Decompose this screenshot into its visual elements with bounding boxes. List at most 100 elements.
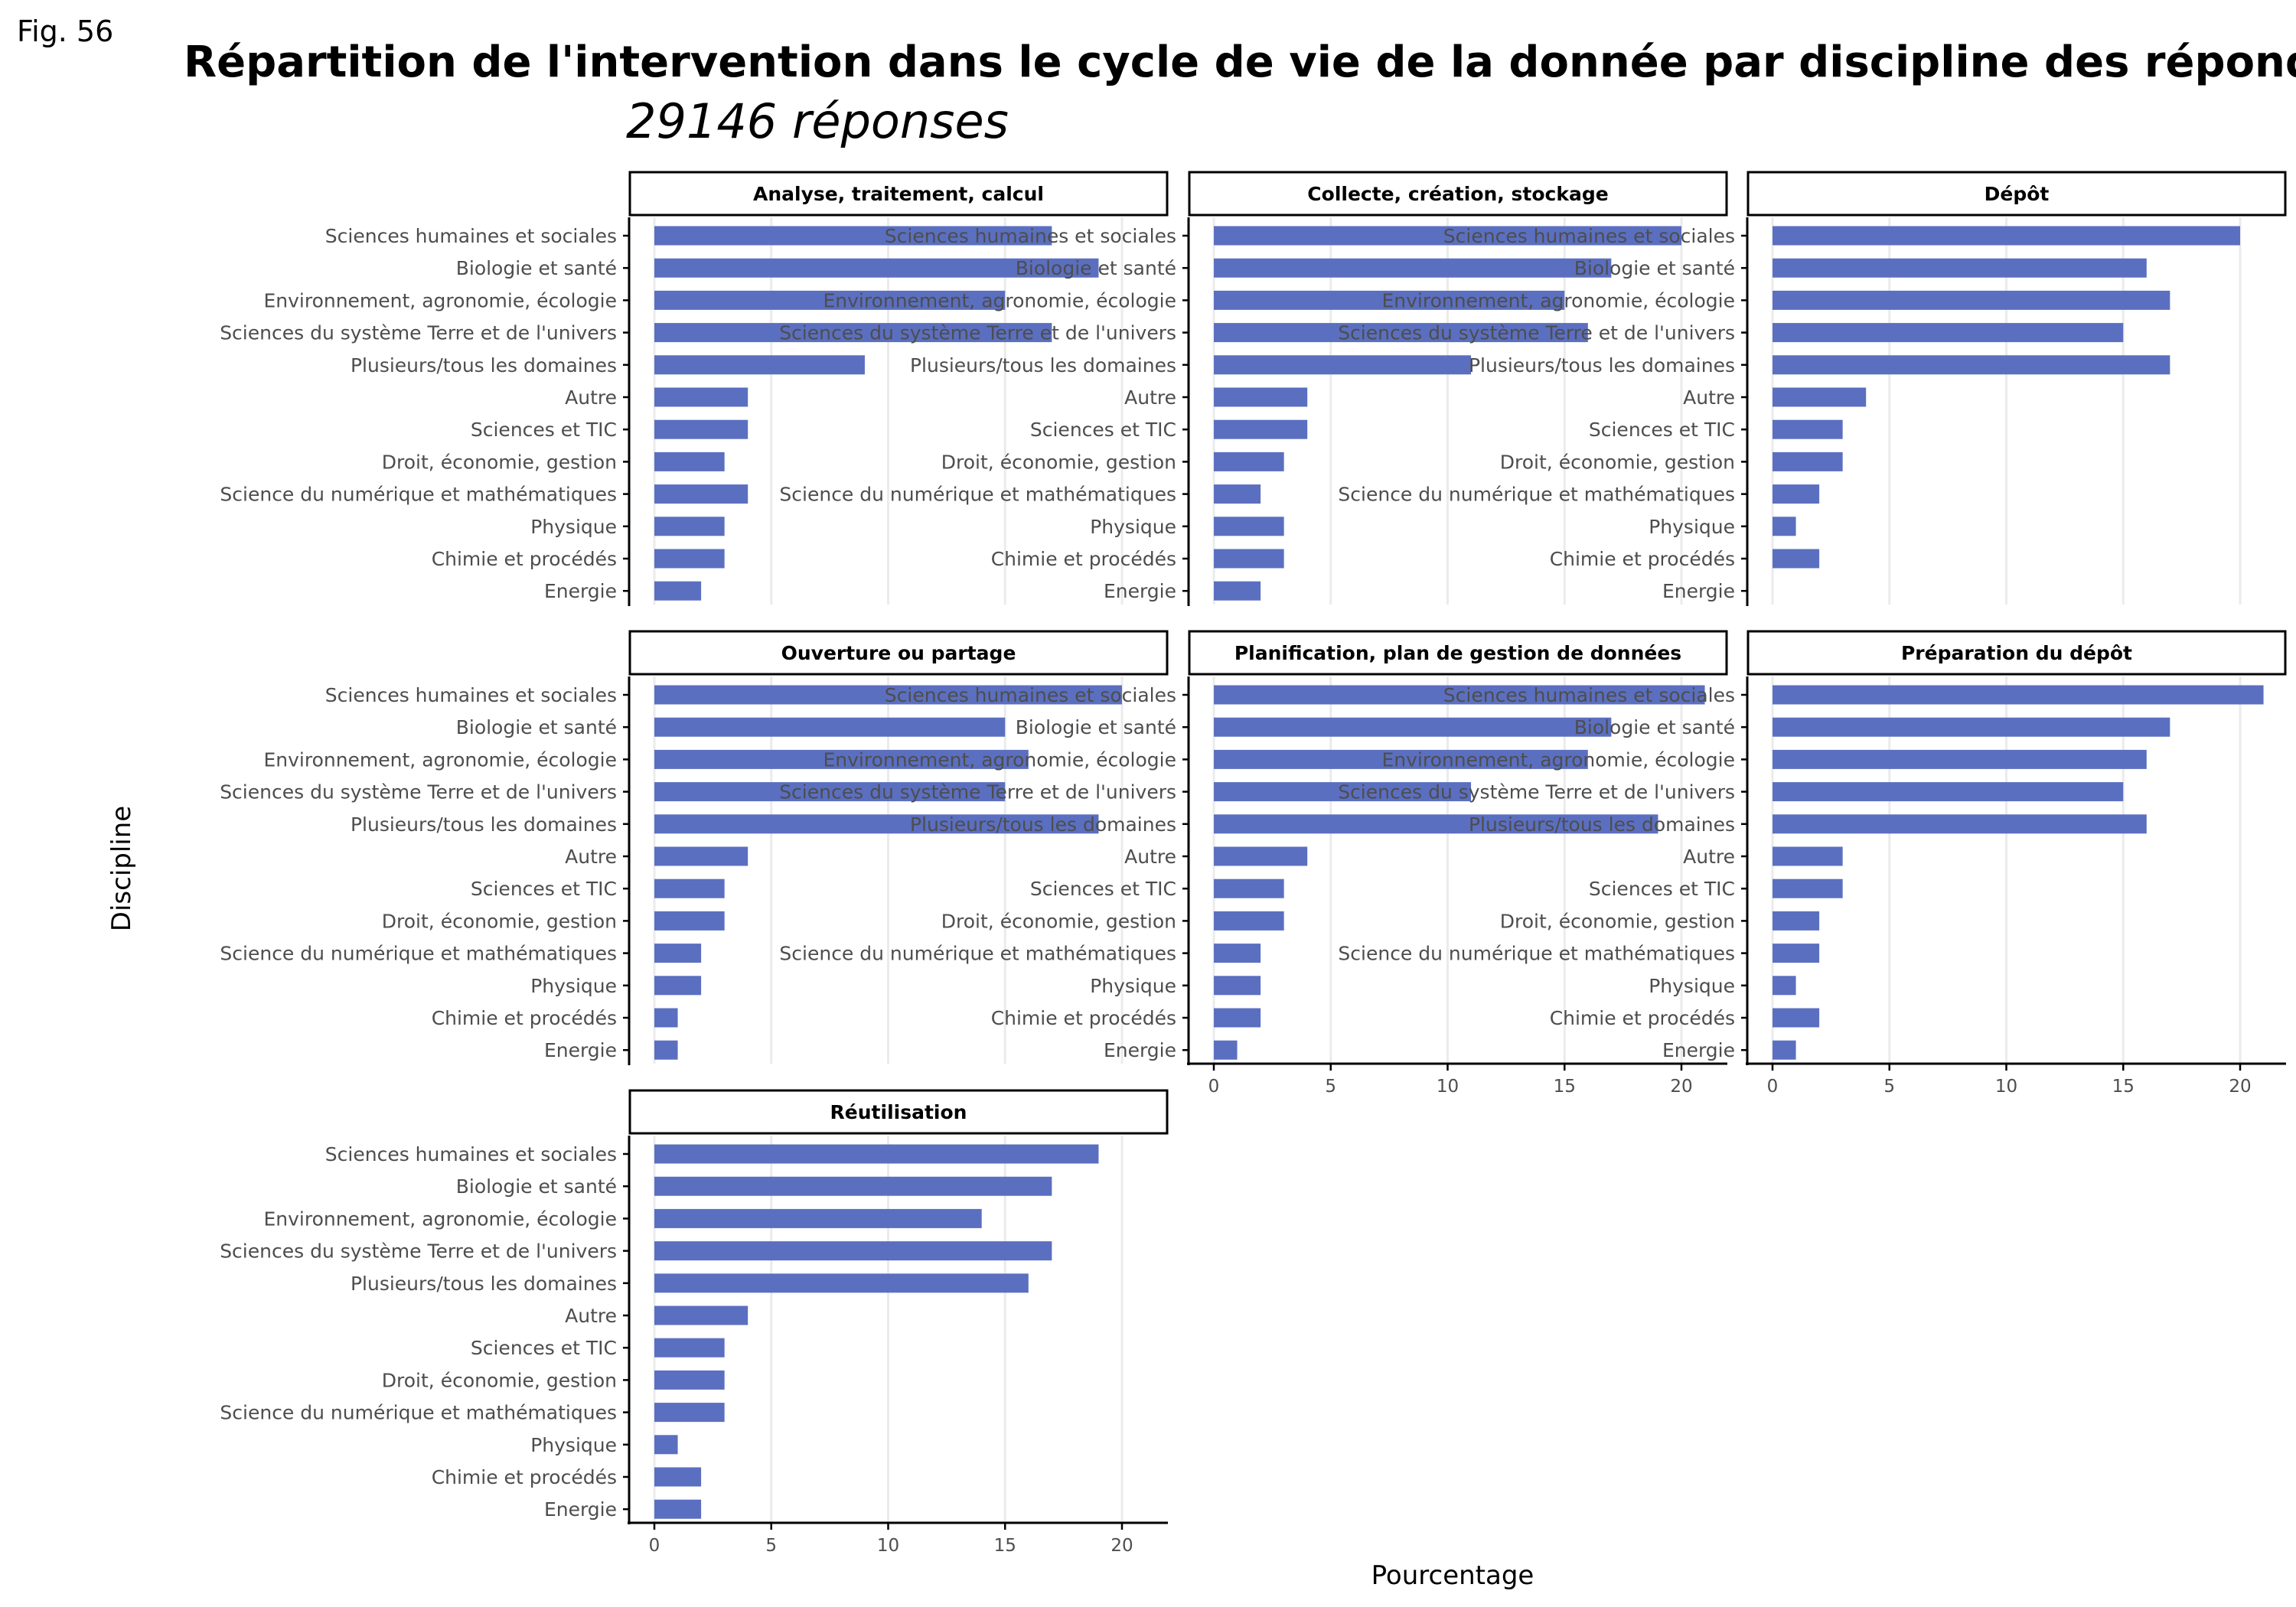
bar [1214, 878, 1284, 898]
bar [1773, 944, 1820, 963]
panel: Collecte, création, stockage Sciences hum… [779, 171, 1728, 606]
category-label: Chimie et procédés [991, 1007, 1176, 1029]
x-tick-label: 0 [1767, 1077, 1779, 1097]
category-label: Energie [1104, 1039, 1176, 1061]
bar [654, 323, 1052, 343]
x-tick-label: 20 [1110, 1536, 1133, 1556]
category-label: Energie [1104, 580, 1176, 602]
bar [1773, 517, 1796, 536]
bar [654, 846, 748, 866]
bar [1214, 549, 1284, 569]
bar [654, 685, 1122, 705]
category-label: Biologie et santé [1574, 257, 1735, 279]
panel-title: Planification, plan de gestion de donnée… [1234, 642, 1681, 664]
category-label: Plusieurs/tous les domaines [351, 813, 617, 836]
category-label: Droit, économie, gestion [382, 451, 617, 473]
bar [654, 1403, 725, 1423]
category-label: Physique [1090, 516, 1176, 538]
category-label: Droit, économie, gestion [382, 1369, 617, 1391]
panel-strip [1188, 171, 1728, 217]
bar [1773, 451, 1843, 471]
bar [1773, 1008, 1820, 1028]
bar [1773, 1040, 1796, 1060]
category-label: Autre [565, 846, 617, 868]
panel: Préparation du dépôt Sciences humaines et… [1338, 630, 2287, 1097]
category-label: Plusieurs/tous les domaines [1469, 354, 1735, 376]
bar [1214, 258, 1612, 278]
bar [1773, 717, 2170, 737]
bar [1214, 911, 1284, 931]
bar [1214, 782, 1472, 802]
bar [1773, 549, 1820, 569]
bar [1773, 258, 2147, 278]
category-label: Autre [1124, 846, 1176, 868]
x-tick-label: 10 [1437, 1077, 1459, 1097]
x-tick-label: 15 [994, 1536, 1016, 1556]
category-label: Sciences du système Terre et de l'univer… [220, 322, 617, 344]
category-label: Plusieurs/tous les domaines [351, 354, 617, 376]
x-tick-label: 5 [765, 1536, 777, 1556]
category-label: Physique [530, 516, 617, 538]
panel: Réutilisation Sciences humaines et social… [220, 1089, 1169, 1556]
bar [1773, 355, 2170, 375]
x-tick-label: 10 [877, 1536, 899, 1556]
bar [654, 1499, 702, 1519]
bar [1773, 484, 1820, 504]
category-label: Physique [1649, 975, 1735, 997]
panel: Ouverture ou partage Sciences humaines et… [220, 630, 1169, 1065]
x-tick-label: 5 [1325, 1077, 1336, 1097]
category-label: Biologie et santé [456, 1175, 617, 1198]
bar [654, 258, 1099, 278]
bar [654, 911, 725, 931]
bar [1773, 419, 1843, 439]
bar [1773, 911, 1820, 931]
panel-title: Collecte, création, stockage [1307, 183, 1608, 205]
category-label: Sciences humaines et sociales [1443, 225, 1735, 247]
category-label: Energie [544, 1498, 617, 1521]
category-label: Sciences et TIC [471, 419, 617, 441]
bar [1773, 814, 2147, 834]
category-label: Chimie et procédés [432, 1007, 617, 1029]
category-label: Sciences et TIC [471, 1337, 617, 1359]
bar [654, 419, 748, 439]
bar [654, 290, 1006, 310]
bar [654, 387, 748, 407]
x-tick-label: 20 [2229, 1077, 2251, 1097]
bar [654, 1273, 1029, 1293]
category-label: Environnement, agronomie, écologie [823, 289, 1176, 311]
category-label: Environnement, agronomie, écologie [263, 748, 617, 771]
category-label: Plusieurs/tous les domaines [910, 354, 1176, 376]
bar [1773, 976, 1796, 996]
bar [1773, 290, 2170, 310]
category-label: Sciences et TIC [1589, 419, 1735, 441]
category-label: Droit, économie, gestion [1500, 451, 1735, 473]
category-label: Environnement, agronomie, écologie [263, 289, 617, 311]
bar [654, 1305, 748, 1325]
bar [1214, 846, 1308, 866]
panel-title: Analyse, traitement, calcul [753, 183, 1044, 205]
x-tick-label: 15 [1554, 1077, 1576, 1097]
bar [654, 749, 1029, 769]
bar [654, 1208, 982, 1228]
bar [1214, 226, 1681, 246]
category-label: Biologie et santé [1016, 257, 1176, 279]
category-label: Sciences humaines et sociales [885, 225, 1176, 247]
bar [1214, 484, 1261, 504]
category-label: Physique [530, 975, 617, 997]
panel-strip [628, 1089, 1169, 1135]
bar [654, 1338, 725, 1358]
category-label: Biologie et santé [1574, 716, 1735, 738]
category-label: Sciences humaines et sociales [885, 684, 1176, 706]
panel: Planification, plan de gestion de donnée… [779, 630, 1728, 1097]
category-label: Sciences et TIC [1030, 878, 1176, 900]
bar [654, 717, 1006, 737]
bar [654, 944, 702, 963]
category-label: Chimie et procédés [432, 1466, 617, 1488]
x-tick-label: 5 [1883, 1077, 1895, 1097]
bar [654, 814, 1099, 834]
bar [1214, 323, 1588, 343]
bar [1773, 323, 2124, 343]
category-label: Science du numérique et mathématiques [1338, 943, 1735, 965]
bar [654, 451, 725, 471]
bar [654, 1435, 678, 1455]
